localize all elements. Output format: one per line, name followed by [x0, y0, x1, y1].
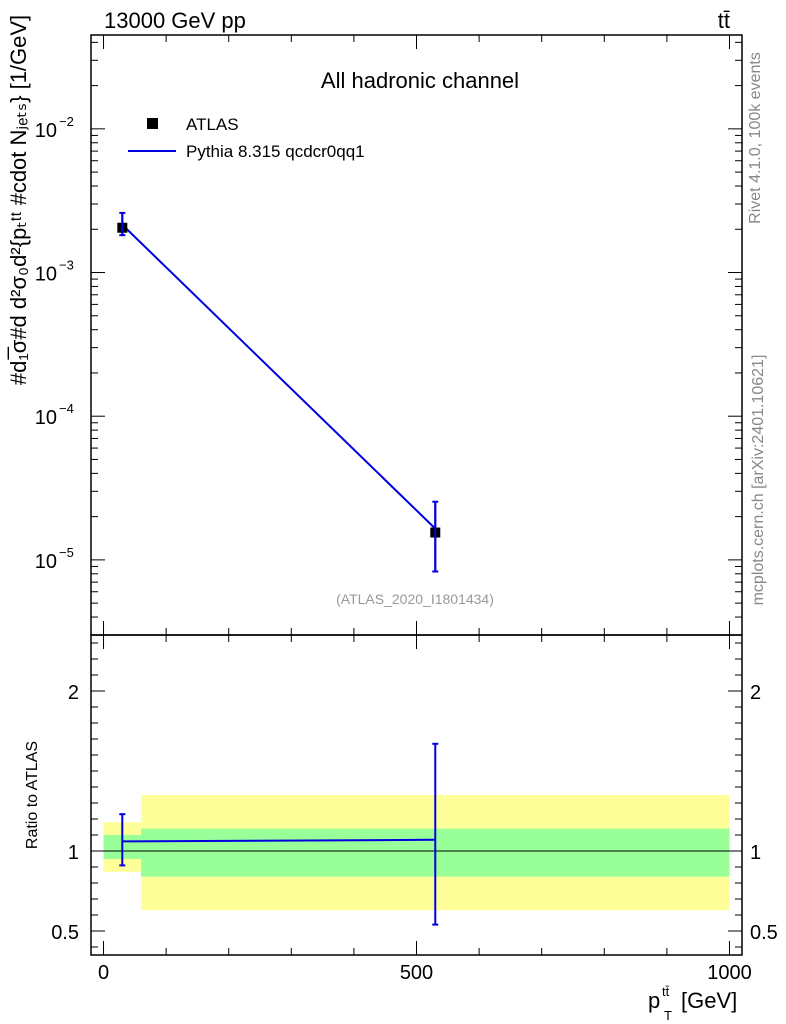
ratio-mc-line: [122, 838, 436, 843]
legend-data-marker: [147, 118, 158, 129]
legend: ATLAS Pythia 8.315 qcdcr0qq1: [128, 115, 365, 161]
main-ytick-exponent: −2: [59, 114, 74, 129]
ratio-panel: 0.5 0.5 1 1 2 2 0 500 1000 Ratio to ATLAS: [24, 634, 778, 984]
main-panel: 10−510−410−310−2 All hadronic channel (A…: [6, 15, 743, 636]
main-title: All hadronic channel: [321, 68, 519, 93]
main-ytick-label: 10: [35, 551, 57, 573]
process-label: tt̄: [718, 8, 730, 33]
main-ytick-label: 10: [35, 264, 57, 286]
x-axis-label: p tt̄ T [GeV]: [648, 984, 737, 1023]
ratio-ylabel: Ratio to ATLAS: [24, 741, 41, 849]
ratio-axis-ticks: 0.5 0.5 1 1 2 2 0 500 1000: [51, 635, 778, 984]
legend-data-label: ATLAS: [186, 115, 239, 134]
x-axis-label-sup: tt̄: [662, 984, 670, 999]
ratio-data-marks: [119, 742, 439, 926]
ratio-ytick-label: 0.5: [51, 922, 79, 944]
ratio-ytick-label-right: 2: [750, 682, 761, 704]
ratio-xtick-label: 1000: [707, 962, 752, 984]
mcplots-label: mcplots.cern.ch [arXiv:2401.10621]: [750, 355, 767, 606]
energy-label: 13000 GeV pp: [104, 8, 246, 33]
ratio-ytick-label: 1: [68, 842, 79, 864]
mc-series-line: [121, 224, 436, 530]
ratio-xtick-label: 500: [400, 962, 433, 984]
legend-mc-label: Pythia 8.315 qcdcr0qq1: [186, 142, 365, 161]
rivet-label: Rivet 4.1.0, 100k events: [747, 52, 764, 224]
main-axis-ticks: 10−510−410−310−2: [35, 35, 742, 635]
x-axis-label-main: p: [648, 988, 660, 1013]
main-ytick-label: 10: [35, 407, 57, 429]
ratio-ytick-label-right: 0.5: [750, 922, 778, 944]
ratio-xtick-label: 0: [98, 962, 109, 984]
ratio-bands: [91, 795, 742, 911]
main-ytick-exponent: −4: [59, 401, 74, 416]
ratio-ytick-label: 2: [68, 682, 79, 704]
ratio-ytick-label-right: 1: [750, 842, 761, 864]
main-ytick-exponent: −5: [59, 545, 74, 560]
main-ytick-exponent: −3: [59, 258, 74, 273]
main-data-marks: [117, 211, 441, 573]
x-axis-label-unit: [GeV]: [681, 988, 737, 1013]
main-ytick-label: 10: [35, 120, 57, 142]
x-axis-label-sub: T: [664, 1008, 672, 1023]
ref-code: (ATLAS_2020_I1801434): [336, 591, 494, 607]
main-ylabel: #d₁̅σ#d d²σ₀d²{pₜᵗᵗ #cdot Nⱼₑₜₛ} [1/GeV]: [6, 15, 31, 385]
